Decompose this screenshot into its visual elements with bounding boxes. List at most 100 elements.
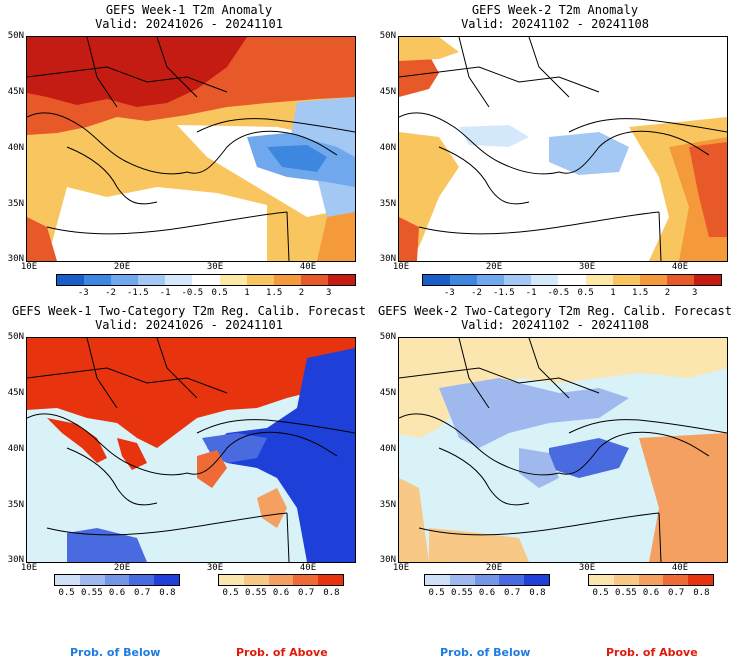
colorbar-tick-label: -3	[77, 288, 89, 298]
colorbar-swatch	[613, 575, 639, 585]
lon-label: 30E	[578, 563, 596, 573]
lon-label: 40E	[671, 262, 689, 272]
colorbar-tick-label: -1.5	[126, 288, 149, 298]
lat-label: 30N	[379, 555, 396, 565]
colorbar-swatch	[423, 275, 451, 285]
colorbar-swatch	[293, 575, 319, 585]
colorbar-tick-label: 0.6	[272, 588, 290, 598]
colorbar-swatch	[318, 575, 343, 585]
lon-label: 40E	[299, 262, 317, 272]
colorbar-tick-label: 0.55	[244, 588, 267, 598]
lon-label: 20E	[485, 563, 503, 573]
colorbar-swatch	[154, 575, 179, 585]
lat-label: 40N	[379, 444, 396, 454]
panel-title: GEFS Week-1 T2m Anomaly Valid: 20241026 …	[95, 3, 283, 31]
colorbar-swatch	[688, 575, 713, 585]
colorbar-tick-label: -0.5	[547, 288, 570, 298]
colorbar-swatch	[589, 575, 614, 585]
colorbar-tick-label: 0.8	[323, 588, 340, 598]
colorbar-tick-label: -1.5	[492, 288, 515, 298]
lat-label: 45N	[7, 87, 24, 97]
lat-label: 40N	[379, 143, 396, 153]
lon-label: 10E	[392, 262, 410, 272]
colorbar-swatch	[165, 275, 193, 285]
colorbar-swatch	[192, 275, 220, 285]
lon-label: 40E	[299, 563, 317, 573]
colorbar-swatch	[268, 575, 294, 585]
lon-label: 30E	[578, 262, 596, 272]
colorbar-swatch	[477, 275, 505, 285]
colorbar-swatch	[300, 275, 328, 285]
colorbar-tick-label: 1	[244, 288, 250, 298]
colorbar-tick-label: 2	[664, 288, 671, 298]
lon-label: 20E	[485, 262, 503, 272]
colorbar-swatch	[79, 575, 105, 585]
colorbar-swatch	[138, 275, 166, 285]
colorbar-swatch	[663, 575, 689, 585]
lat-label: 30N	[7, 254, 24, 264]
map-week1-probability	[26, 337, 356, 563]
lat-label: 35N	[7, 500, 24, 510]
colorbar-swatch	[504, 275, 532, 285]
colorbar-tick-label: 0.7	[504, 588, 521, 598]
colorbar-tick-label: 0.8	[693, 588, 710, 598]
colorbar-tick-label: 0.6	[642, 588, 660, 598]
anomaly-colorbar	[422, 274, 722, 286]
lat-label: 50N	[379, 31, 396, 41]
below-colorbar	[424, 574, 550, 586]
colorbar-swatch	[84, 275, 112, 285]
colorbar-tick-label: 1.5	[632, 288, 649, 298]
colorbar-tick-label: 2	[298, 288, 305, 298]
colorbar-swatch	[57, 275, 85, 285]
lat-label: 45N	[379, 87, 396, 97]
map-week2-probability	[398, 337, 728, 563]
lat-label: 35N	[7, 199, 24, 209]
colorbar-tick-label: 1.5	[266, 288, 283, 298]
colorbar-tick-label: 0.7	[668, 588, 685, 598]
map-week2-anomaly	[398, 36, 728, 262]
panel-title: GEFS Week-2 Two-Category T2m Reg. Calib.…	[377, 304, 732, 332]
colorbar-tick-label: -3	[443, 288, 455, 298]
colorbar-swatch	[246, 275, 274, 285]
colorbar-swatch	[693, 275, 722, 285]
anomaly-colorbar	[56, 274, 356, 286]
colorbar-swatch	[55, 575, 80, 585]
lon-label: 40E	[671, 563, 689, 573]
colorbar-tick-label: 0.55	[614, 588, 637, 598]
colorbar-tick-label: 0.6	[478, 588, 496, 598]
lon-label: 10E	[392, 563, 410, 573]
colorbar-swatch	[666, 275, 694, 285]
above-colorbar	[218, 574, 344, 586]
colorbar-swatch	[449, 575, 475, 585]
colorbar-tick-label: 0.5	[577, 288, 594, 298]
lon-label: 10E	[20, 563, 38, 573]
prob-below-label: Prob. of Below	[440, 646, 531, 659]
colorbar-tick-label: 1	[610, 288, 616, 298]
colorbar-tick-label: 0.7	[134, 588, 151, 598]
colorbar-tick-label: -2	[471, 288, 482, 298]
colorbar-swatch	[612, 275, 640, 285]
colorbar-swatch	[111, 275, 139, 285]
lat-label: 40N	[7, 143, 24, 153]
panel-title: GEFS Week-1 Two-Category T2m Reg. Calib.…	[11, 304, 366, 332]
colorbar-tick-label: 3	[326, 288, 332, 298]
lat-label: 50N	[7, 31, 24, 41]
lat-label: 30N	[379, 254, 396, 264]
colorbar-swatch	[327, 275, 356, 285]
colorbar-tick-label: -2	[105, 288, 116, 298]
lon-label: 30E	[206, 262, 224, 272]
lon-label: 10E	[20, 262, 38, 272]
map-week1-anomaly	[26, 36, 356, 262]
colorbar-tick-label: 0.5	[211, 288, 228, 298]
colorbar-tick-label: 0.8	[529, 588, 546, 598]
lat-label: 35N	[379, 500, 396, 510]
lat-label: 50N	[379, 332, 396, 342]
colorbar-tick-label: 0.55	[450, 588, 473, 598]
colorbar-swatch	[474, 575, 500, 585]
colorbar-swatch	[450, 275, 478, 285]
colorbar-tick-label: 0.5	[58, 588, 75, 598]
colorbar-tick-label: 0.6	[108, 588, 126, 598]
colorbar-tick-label: 0.55	[80, 588, 103, 598]
lat-label: 45N	[7, 388, 24, 398]
colorbar-tick-label: 0.8	[159, 588, 176, 598]
